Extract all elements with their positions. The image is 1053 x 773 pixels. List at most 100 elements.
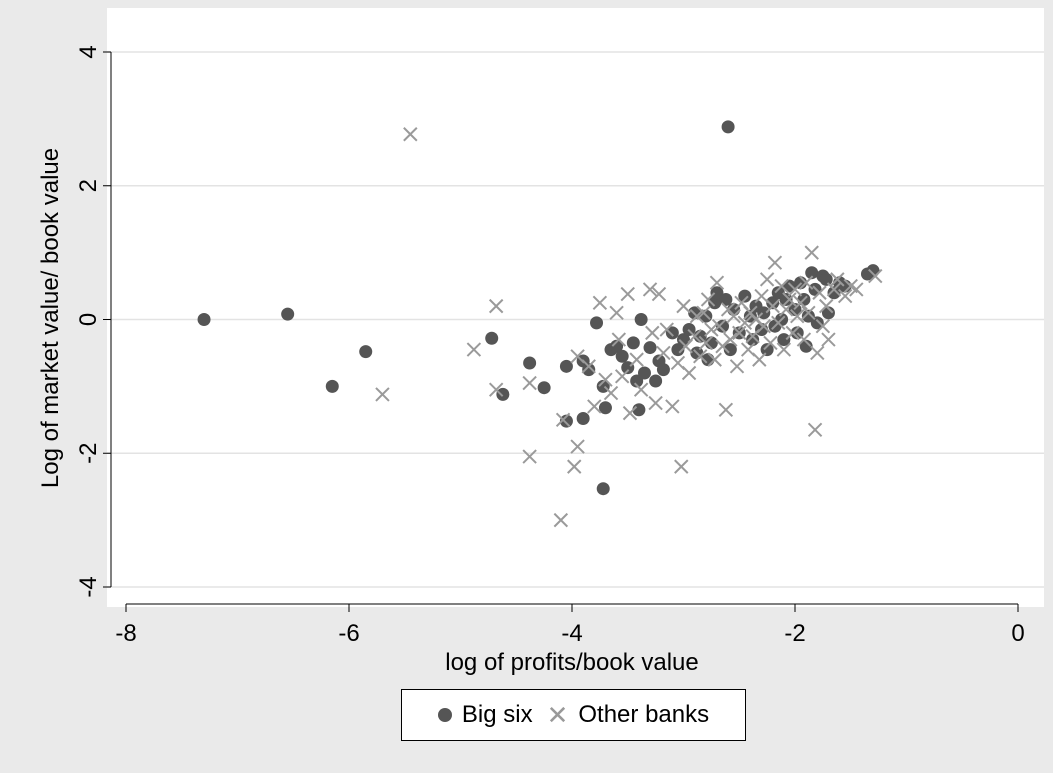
data-point-other-banks xyxy=(659,322,674,337)
x-marker-stroke xyxy=(868,268,883,284)
data-point-big-six xyxy=(827,286,841,300)
x-tick-label: -8 xyxy=(115,620,136,647)
x-marker-stroke xyxy=(587,399,602,414)
x-marker-stroke xyxy=(819,298,834,314)
y-tick-label: 0 xyxy=(75,313,102,326)
data-point-big-six xyxy=(656,363,670,377)
data-point-other-banks xyxy=(581,359,596,374)
x-marker-stroke xyxy=(622,405,638,421)
data-point-other-banks xyxy=(787,282,803,297)
x-marker-stroke xyxy=(553,512,569,528)
x-marker-stroke xyxy=(785,325,800,341)
x-marker-stroke xyxy=(687,329,702,344)
data-point-other-banks xyxy=(798,275,814,290)
legend-label-other-banks: Other banks xyxy=(578,701,710,728)
data-point-big-six xyxy=(281,307,295,321)
x-tick-label: -4 xyxy=(561,620,582,647)
x-marker-stroke xyxy=(796,332,812,347)
data-point-other-banks xyxy=(711,318,727,334)
data-point-big-six xyxy=(677,333,690,347)
x-marker-stroke xyxy=(633,382,649,397)
data-point-other-banks xyxy=(707,352,722,367)
data-point-other-banks xyxy=(676,298,691,314)
y-tick-label: 4 xyxy=(75,45,102,58)
plot-area xyxy=(107,8,1044,607)
data-point-other-banks xyxy=(771,315,786,331)
data-point-other-banks xyxy=(804,245,819,260)
data-point-other-banks xyxy=(790,308,805,324)
x-marker-stroke xyxy=(732,325,747,341)
x-marker-stroke xyxy=(648,395,663,411)
data-point-big-six xyxy=(576,411,590,425)
x-marker-stroke xyxy=(756,318,771,334)
data-point-other-banks xyxy=(796,332,812,347)
data-point-other-banks xyxy=(522,375,537,391)
data-point-other-banks xyxy=(698,335,714,351)
x-marker-stroke xyxy=(651,286,667,302)
x-marker-stroke xyxy=(598,372,613,387)
data-points xyxy=(197,120,883,528)
x-marker-stroke xyxy=(700,292,716,307)
legend: Big six ✕ Other banks xyxy=(401,689,746,741)
data-point-other-banks xyxy=(763,335,778,351)
data-point-big-six xyxy=(626,336,640,350)
grid-lines xyxy=(107,51,1044,588)
x-marker-stroke xyxy=(729,359,745,374)
x-marker-icon: ✕ xyxy=(546,700,569,730)
data-point-big-six xyxy=(866,264,880,278)
x-marker-stroke xyxy=(620,286,635,302)
data-point-other-banks xyxy=(782,292,797,307)
x-marker-stroke xyxy=(804,245,819,260)
data-point-other-banks xyxy=(629,352,644,367)
x-marker-stroke xyxy=(787,282,803,297)
x-marker-stroke xyxy=(807,422,823,438)
x-tick-label: -2 xyxy=(784,620,805,647)
data-point-big-six xyxy=(485,331,499,345)
data-point-other-banks xyxy=(700,292,716,307)
data-point-other-banks xyxy=(522,449,537,464)
x-marker-stroke xyxy=(555,412,571,428)
data-point-other-banks xyxy=(553,512,569,528)
data-point-other-banks xyxy=(709,275,725,290)
data-point-other-banks xyxy=(868,268,883,284)
x-marker-stroke xyxy=(581,359,596,374)
data-point-big-six xyxy=(671,343,685,357)
data-point-other-banks xyxy=(488,382,504,397)
x-marker-stroke xyxy=(782,292,797,307)
data-point-big-six xyxy=(760,343,774,357)
data-point-big-six xyxy=(615,349,629,363)
x-marker-stroke xyxy=(522,375,537,391)
x-marker-stroke xyxy=(849,282,864,297)
x-axis-label: log of profits/book value xyxy=(445,649,699,676)
data-point-other-banks xyxy=(651,286,667,302)
x-marker-stroke xyxy=(776,342,792,357)
data-point-other-banks xyxy=(403,127,418,142)
data-point-big-six xyxy=(766,296,780,310)
data-point-big-six xyxy=(805,266,819,280)
data-point-other-banks xyxy=(598,372,613,387)
data-point-other-banks xyxy=(729,359,745,374)
data-point-other-banks xyxy=(756,318,771,334)
data-point-other-banks xyxy=(801,305,816,321)
data-point-other-banks xyxy=(752,352,767,367)
data-point-big-six xyxy=(634,313,648,326)
data-point-big-six xyxy=(537,381,551,395)
x-marker-stroke xyxy=(765,298,780,314)
x-marker-stroke xyxy=(821,332,836,347)
data-point-other-banks xyxy=(622,405,638,421)
data-point-big-six xyxy=(590,316,604,330)
x-marker-stroke xyxy=(748,312,764,327)
x-marker-stroke xyxy=(707,352,722,367)
data-point-other-banks xyxy=(723,332,738,347)
y-tick-label: -2 xyxy=(75,443,102,464)
series-other-banks xyxy=(375,127,883,528)
data-point-big-six xyxy=(738,289,752,303)
x-marker-stroke xyxy=(645,325,660,341)
x-marker-stroke xyxy=(592,295,608,310)
data-point-other-banks xyxy=(737,315,753,331)
x-marker-stroke xyxy=(676,298,691,314)
x-marker-stroke xyxy=(522,449,537,464)
x-marker-stroke xyxy=(737,315,753,331)
x-marker-stroke xyxy=(693,349,708,364)
